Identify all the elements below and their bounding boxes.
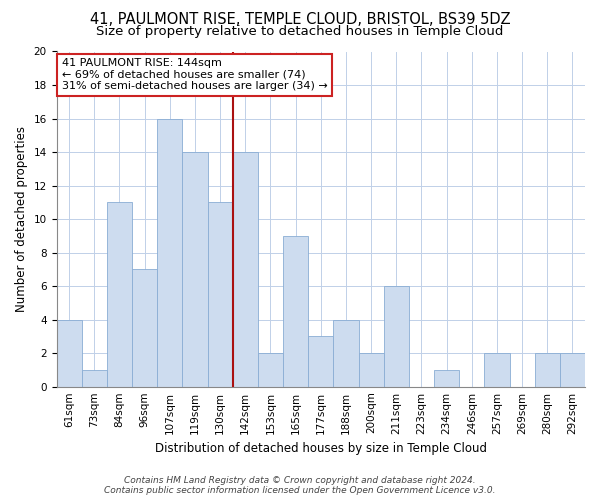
X-axis label: Distribution of detached houses by size in Temple Cloud: Distribution of detached houses by size … <box>155 442 487 455</box>
Bar <box>233 152 258 386</box>
Bar <box>283 236 308 386</box>
Bar <box>308 336 334 386</box>
Bar <box>157 118 182 386</box>
Bar <box>82 370 107 386</box>
Text: 41 PAULMONT RISE: 144sqm
← 69% of detached houses are smaller (74)
31% of semi-d: 41 PAULMONT RISE: 144sqm ← 69% of detach… <box>62 58 328 92</box>
Bar <box>258 353 283 386</box>
Bar <box>107 202 132 386</box>
Y-axis label: Number of detached properties: Number of detached properties <box>15 126 28 312</box>
Bar <box>535 353 560 386</box>
Text: Contains HM Land Registry data © Crown copyright and database right 2024.
Contai: Contains HM Land Registry data © Crown c… <box>104 476 496 495</box>
Bar <box>383 286 409 386</box>
Text: Size of property relative to detached houses in Temple Cloud: Size of property relative to detached ho… <box>97 25 503 38</box>
Bar <box>560 353 585 386</box>
Bar <box>484 353 509 386</box>
Bar <box>208 202 233 386</box>
Text: 41, PAULMONT RISE, TEMPLE CLOUD, BRISTOL, BS39 5DZ: 41, PAULMONT RISE, TEMPLE CLOUD, BRISTOL… <box>89 12 511 28</box>
Bar <box>132 270 157 386</box>
Bar <box>359 353 383 386</box>
Bar <box>182 152 208 386</box>
Bar <box>56 320 82 386</box>
Bar <box>434 370 459 386</box>
Bar <box>334 320 359 386</box>
